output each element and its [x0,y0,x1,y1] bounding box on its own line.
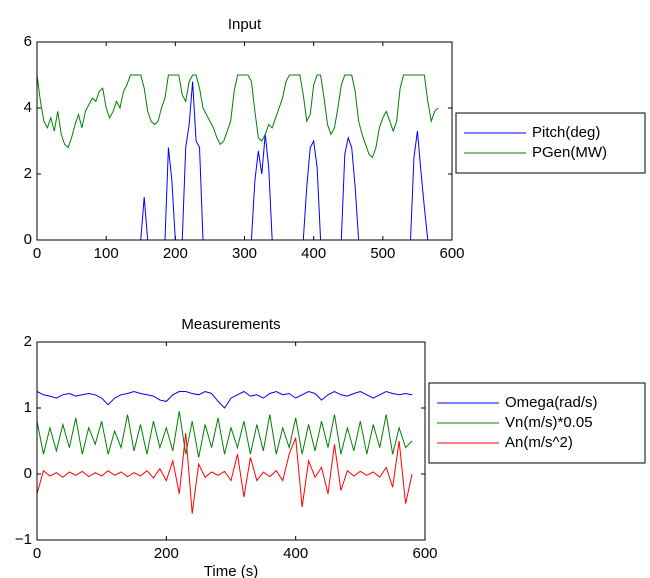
x-axis-label: Time (s) [204,563,258,578]
chart-title: Input [228,16,262,33]
line-series [36,74,439,159]
legend-label: An(m/s^2) [505,434,573,451]
legend-label: Vn(m/s)*0.05 [505,414,593,431]
line-series [36,390,413,409]
x-tick-label: 300 [232,245,257,262]
line-series [36,411,413,458]
legend-label: PGen(MW) [532,144,607,161]
x-tick-label: 400 [301,245,326,262]
line-series [36,433,413,514]
y-tick-label: 6 [24,33,32,50]
plot-area [37,342,425,540]
y-tick-label: 0 [24,231,32,248]
legend-label: Pitch(deg) [532,124,600,141]
axes-box [36,341,426,541]
x-tick-label: 200 [154,545,179,562]
x-tick-label: 600 [412,545,437,562]
x-tick-label: 100 [94,245,119,262]
y-tick-label: 4 [24,99,32,116]
y-tick-label: 2 [24,333,32,350]
y-tick-label: 1 [24,399,32,416]
y-tick-label: −1 [15,531,32,548]
x-tick-label: 0 [33,545,41,562]
x-tick-label: 200 [163,245,188,262]
chart-title: Measurements [181,316,280,333]
legend-box [455,112,646,174]
x-tick-label: 0 [33,245,41,262]
x-tick-label: 500 [370,245,395,262]
x-tick-label: 600 [439,245,464,262]
legend-box [428,382,646,464]
plot-area [37,42,452,240]
x-tick-label: 400 [283,545,308,562]
y-tick-label: 0 [24,465,32,482]
y-tick-label: 2 [24,165,32,182]
legend-label: Omega(rad/s) [505,394,598,411]
